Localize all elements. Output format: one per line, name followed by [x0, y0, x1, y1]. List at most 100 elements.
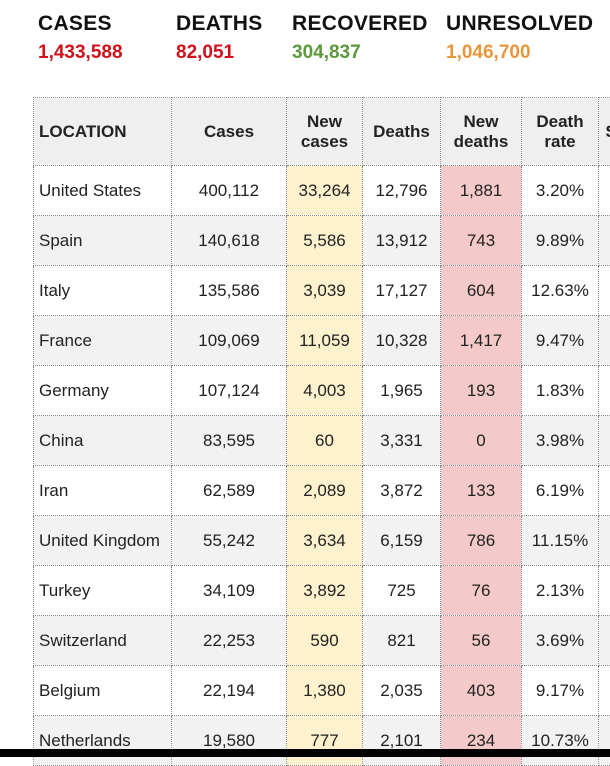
- new-deaths-cell: 56: [441, 616, 522, 666]
- new-deaths-cell: 786: [441, 516, 522, 566]
- location-cell: Turkey: [34, 566, 172, 616]
- new-cases-cell: 5,586: [287, 216, 363, 266]
- new-cases-cell: 11,059: [287, 316, 363, 366]
- cases-cell: 19,580: [172, 716, 287, 766]
- new-cases-cell: 60: [287, 416, 363, 466]
- cases-cell: 140,618: [172, 216, 287, 266]
- new-deaths-cell: 76: [441, 566, 522, 616]
- new-cases-cell: 4,003: [287, 366, 363, 416]
- deaths-cell: 2,101: [363, 716, 441, 766]
- new-deaths-cell: 403: [441, 666, 522, 716]
- location-cell: United States: [34, 166, 172, 216]
- death-rate-cell: 9.89%: [522, 216, 599, 266]
- cases-cell: 83,595: [172, 416, 287, 466]
- death-rate-cell: 2.13%: [522, 566, 599, 616]
- death-rate-cell: 6.19%: [522, 466, 599, 516]
- cases-cell: 107,124: [172, 366, 287, 416]
- summary-cases: CASES 1,433,588: [38, 12, 123, 64]
- location-cell: Iran: [34, 466, 172, 516]
- death-rate-cell: 9.17%: [522, 666, 599, 716]
- summary-value: 304,837: [292, 42, 428, 64]
- new-cases-cell: 3,039: [287, 266, 363, 316]
- new-deaths-cell: 1,881: [441, 166, 522, 216]
- column-header[interactable]: LOCATION: [34, 98, 172, 166]
- deaths-cell: 3,872: [363, 466, 441, 516]
- summary-deaths: DEATHS 82,051: [176, 12, 263, 64]
- column-header[interactable]: New cases: [287, 98, 363, 166]
- new-cases-cell: 3,634: [287, 516, 363, 566]
- new-deaths-cell: 1,417: [441, 316, 522, 366]
- new-deaths-cell: 193: [441, 366, 522, 416]
- death-rate-cell: 10.73%: [522, 716, 599, 766]
- summary-value: 82,051: [176, 42, 263, 64]
- bottom-bar: [0, 749, 610, 757]
- death-rate-cell: 3.98%: [522, 416, 599, 466]
- deaths-cell: 725: [363, 566, 441, 616]
- death-rate-cell: 12.63%: [522, 266, 599, 316]
- cases-cell: 135,586: [172, 266, 287, 316]
- column-header[interactable]: Deaths: [363, 98, 441, 166]
- new-cases-cell: 3,892: [287, 566, 363, 616]
- deaths-cell: 13,912: [363, 216, 441, 266]
- column-header[interactable]: S: [599, 98, 610, 166]
- location-cell: France: [34, 316, 172, 366]
- deaths-cell: 1,965: [363, 366, 441, 416]
- death-rate-cell: 11.15%: [522, 516, 599, 566]
- cases-cell: 62,589: [172, 466, 287, 516]
- cases-cell: 109,069: [172, 316, 287, 366]
- new-deaths-cell: 743: [441, 216, 522, 266]
- summary-value: 1,433,588: [38, 42, 123, 64]
- deaths-cell: 12,796: [363, 166, 441, 216]
- new-cases-cell: 33,264: [287, 166, 363, 216]
- new-cases-cell: 590: [287, 616, 363, 666]
- new-deaths-cell: 234: [441, 716, 522, 766]
- cases-cell: 400,112: [172, 166, 287, 216]
- location-cell: Switzerland: [34, 616, 172, 666]
- cutoff-cell: [599, 316, 610, 366]
- cutoff-cell: [599, 466, 610, 516]
- cutoff-cell: [599, 666, 610, 716]
- location-cell: Italy: [34, 266, 172, 316]
- cutoff-cell: [599, 566, 610, 616]
- cutoff-cell: [599, 716, 610, 766]
- summary-label: DEATHS: [176, 12, 263, 36]
- column-header[interactable]: Cases: [172, 98, 287, 166]
- new-deaths-cell: 133: [441, 466, 522, 516]
- column-header[interactable]: New deaths: [441, 98, 522, 166]
- deaths-cell: 10,328: [363, 316, 441, 366]
- new-cases-cell: 2,089: [287, 466, 363, 516]
- cutoff-cell: [599, 416, 610, 466]
- death-rate-cell: 9.47%: [522, 316, 599, 366]
- cutoff-cell: [599, 366, 610, 416]
- new-deaths-cell: 0: [441, 416, 522, 466]
- summary-label: CASES: [38, 12, 123, 36]
- column-header[interactable]: Death rate: [522, 98, 599, 166]
- cutoff-cell: [599, 216, 610, 266]
- cases-cell: 34,109: [172, 566, 287, 616]
- cutoff-cell: [599, 616, 610, 666]
- cases-cell: 22,253: [172, 616, 287, 666]
- new-cases-cell: 1,380: [287, 666, 363, 716]
- location-cell: United Kingdom: [34, 516, 172, 566]
- location-cell: Netherlands: [34, 716, 172, 766]
- location-cell: Germany: [34, 366, 172, 416]
- new-cases-cell: 777: [287, 716, 363, 766]
- new-deaths-cell: 604: [441, 266, 522, 316]
- summary-value: 1,046,700: [446, 42, 593, 64]
